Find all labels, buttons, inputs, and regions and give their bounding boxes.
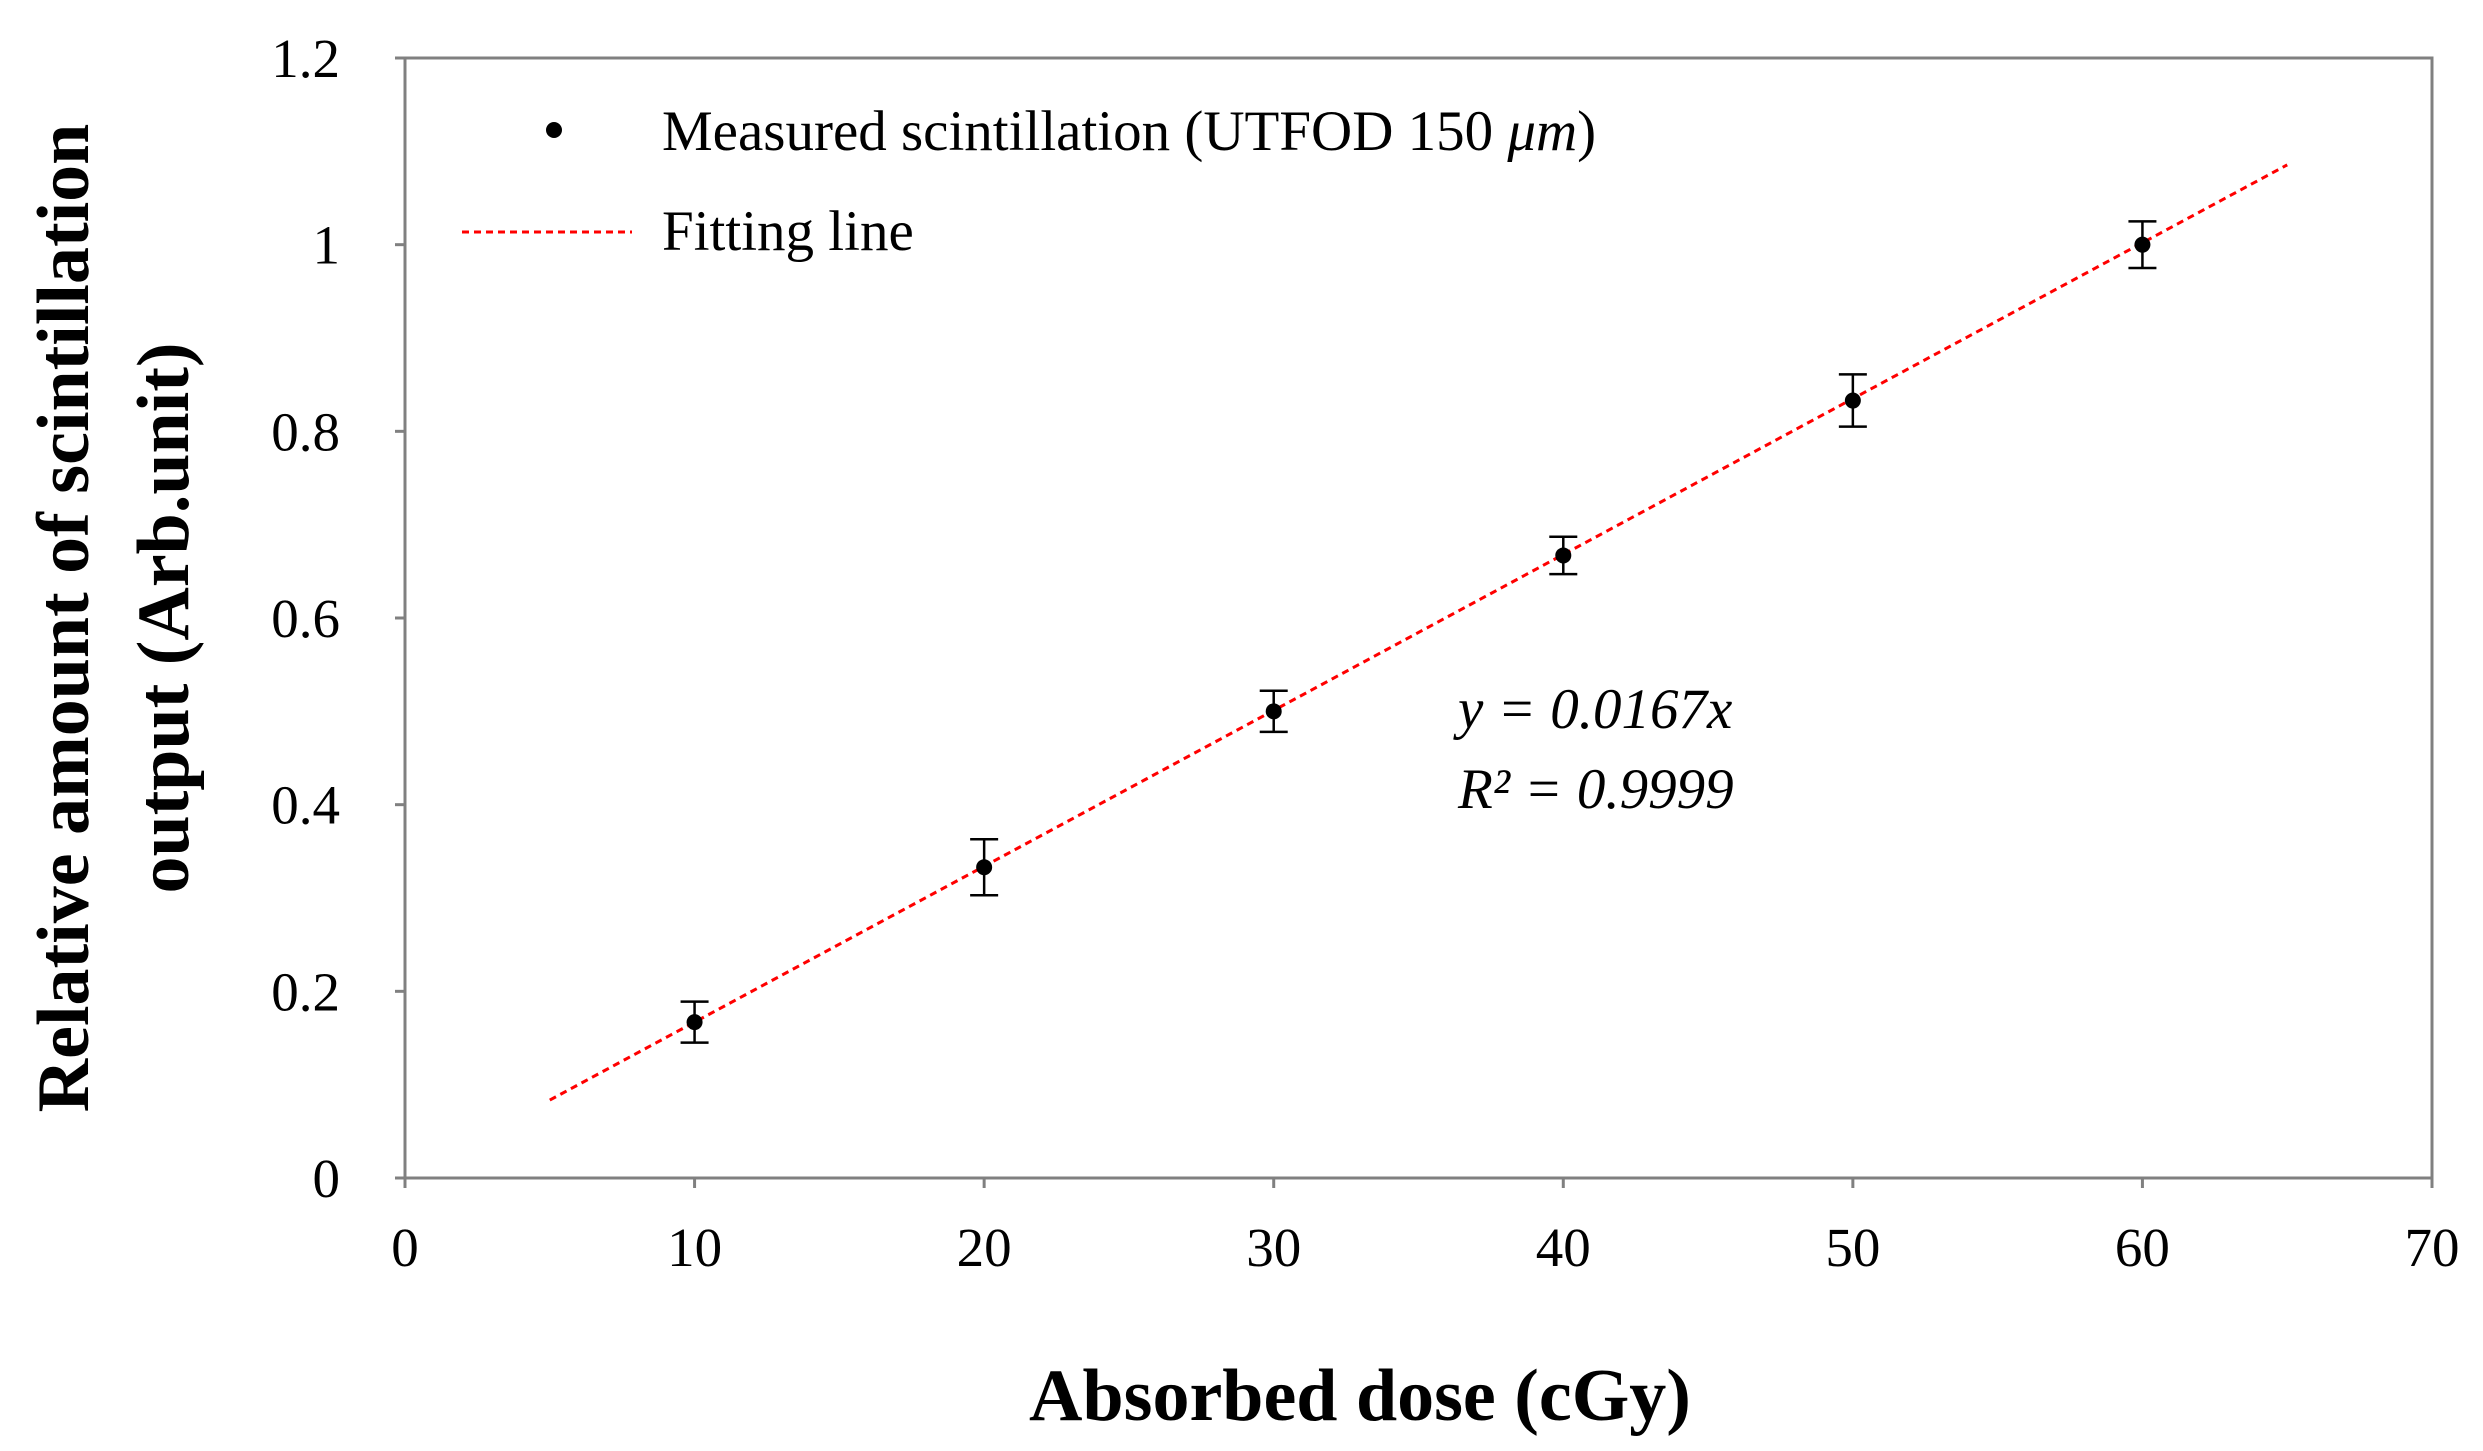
y-tick-label: 0.2 bbox=[271, 961, 340, 1022]
y-axis-ticks: 0 0.2 0.4 0.6 0.8 1 1.2 bbox=[271, 28, 405, 1209]
x-tick-label: 20 bbox=[957, 1217, 1012, 1278]
data-point bbox=[2134, 236, 2151, 253]
data-point bbox=[1555, 547, 1572, 564]
fit-line-layer bbox=[549, 163, 2288, 1102]
y-tick-label: 0.6 bbox=[271, 588, 340, 649]
legend-marker-measured bbox=[546, 122, 562, 138]
legend-label-measured-text: Measured scintillation (UTFOD 150 bbox=[662, 100, 1507, 163]
equation-label: y = 0.0167x bbox=[1453, 678, 1732, 741]
y-tick-label: 1.2 bbox=[271, 28, 340, 89]
x-tick-label: 10 bbox=[667, 1217, 722, 1278]
y-tick-label: 1 bbox=[313, 215, 341, 276]
x-axis-ticks: 0 10 20 30 40 50 60 70 bbox=[391, 1178, 2460, 1278]
data-point-group bbox=[970, 837, 999, 897]
x-tick-label: 30 bbox=[1246, 1217, 1301, 1278]
data-point-group bbox=[2128, 220, 2157, 270]
r-squared-label: R² = 0.9999 bbox=[1457, 758, 1734, 821]
y-tick-label: 0.8 bbox=[271, 401, 340, 462]
x-tick-label: 70 bbox=[2405, 1217, 2460, 1278]
fit-line bbox=[549, 163, 2288, 1102]
data-point-group bbox=[1259, 689, 1288, 734]
legend-label-measured-unit: μm bbox=[1506, 100, 1577, 163]
y-tick-label: 0 bbox=[313, 1148, 341, 1209]
x-tick-label: 0 bbox=[391, 1217, 419, 1278]
y-axis-title-line2: output (Arb.unit) bbox=[123, 343, 205, 894]
y-axis-title-line1: Relative amount of scintillation bbox=[23, 124, 105, 1113]
legend: Measured scintillation (UTFOD 150 μm) Fi… bbox=[462, 100, 1596, 263]
x-axis-title: Absorbed dose (cGy) bbox=[1029, 1355, 1691, 1437]
legend-label-measured: Measured scintillation (UTFOD 150 μm) bbox=[662, 100, 1596, 163]
x-tick-label: 60 bbox=[2115, 1217, 2170, 1278]
data-point-group bbox=[1838, 373, 1867, 428]
legend-label-fit: Fitting line bbox=[662, 200, 914, 263]
data-point-group bbox=[680, 1000, 709, 1044]
x-tick-label: 40 bbox=[1536, 1217, 1591, 1278]
y-tick-label: 0.4 bbox=[271, 775, 340, 836]
x-tick-label: 50 bbox=[1825, 1217, 1880, 1278]
data-point-group bbox=[1549, 535, 1578, 576]
data-point bbox=[686, 1014, 703, 1031]
data-point bbox=[1844, 392, 1861, 409]
data-points-layer bbox=[680, 220, 2157, 1044]
legend-label-measured-close: ) bbox=[1577, 100, 1596, 163]
data-point bbox=[976, 859, 993, 876]
data-point bbox=[1265, 703, 1282, 720]
